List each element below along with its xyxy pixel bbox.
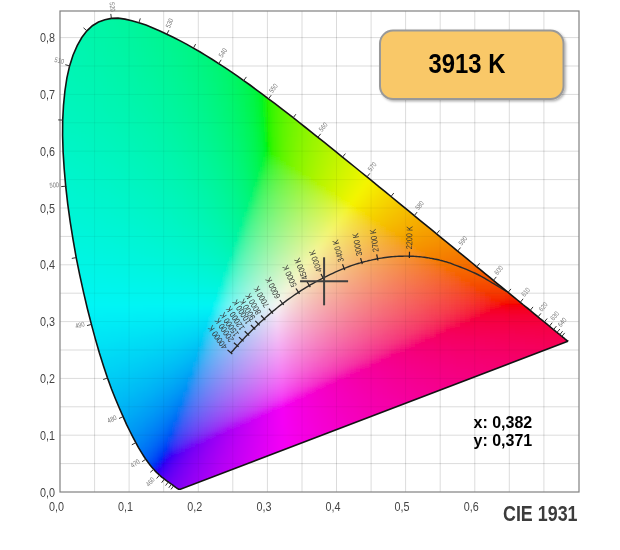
- svg-text:0,7: 0,7: [40, 87, 55, 102]
- svg-text:3913 K: 3913 K: [428, 48, 505, 79]
- svg-text:0,5: 0,5: [395, 499, 410, 514]
- svg-text:x: 0,382: x: 0,382: [474, 414, 533, 431]
- svg-text:0,3: 0,3: [40, 314, 55, 329]
- svg-text:0,4: 0,4: [40, 257, 55, 272]
- svg-text:0,4: 0,4: [326, 499, 341, 514]
- svg-text:0,0: 0,0: [40, 485, 55, 500]
- svg-text:0,3: 0,3: [256, 499, 271, 514]
- svg-text:CIE 1931: CIE 1931: [503, 501, 578, 526]
- svg-text:0,2: 0,2: [187, 499, 202, 514]
- svg-text:0,6: 0,6: [40, 144, 55, 159]
- svg-text:500: 500: [49, 181, 59, 189]
- svg-text:0,0: 0,0: [49, 499, 64, 514]
- svg-text:0,1: 0,1: [40, 428, 55, 443]
- svg-text:y: 0,371: y: 0,371: [474, 432, 533, 449]
- svg-text:520: 520: [108, 2, 116, 12]
- svg-text:0,6: 0,6: [464, 499, 479, 514]
- svg-text:2200 K: 2200 K: [404, 226, 414, 249]
- svg-text:0,1: 0,1: [118, 499, 133, 514]
- svg-text:0,5: 0,5: [40, 201, 55, 216]
- svg-text:0,8: 0,8: [40, 30, 55, 45]
- svg-text:0,2: 0,2: [40, 371, 55, 386]
